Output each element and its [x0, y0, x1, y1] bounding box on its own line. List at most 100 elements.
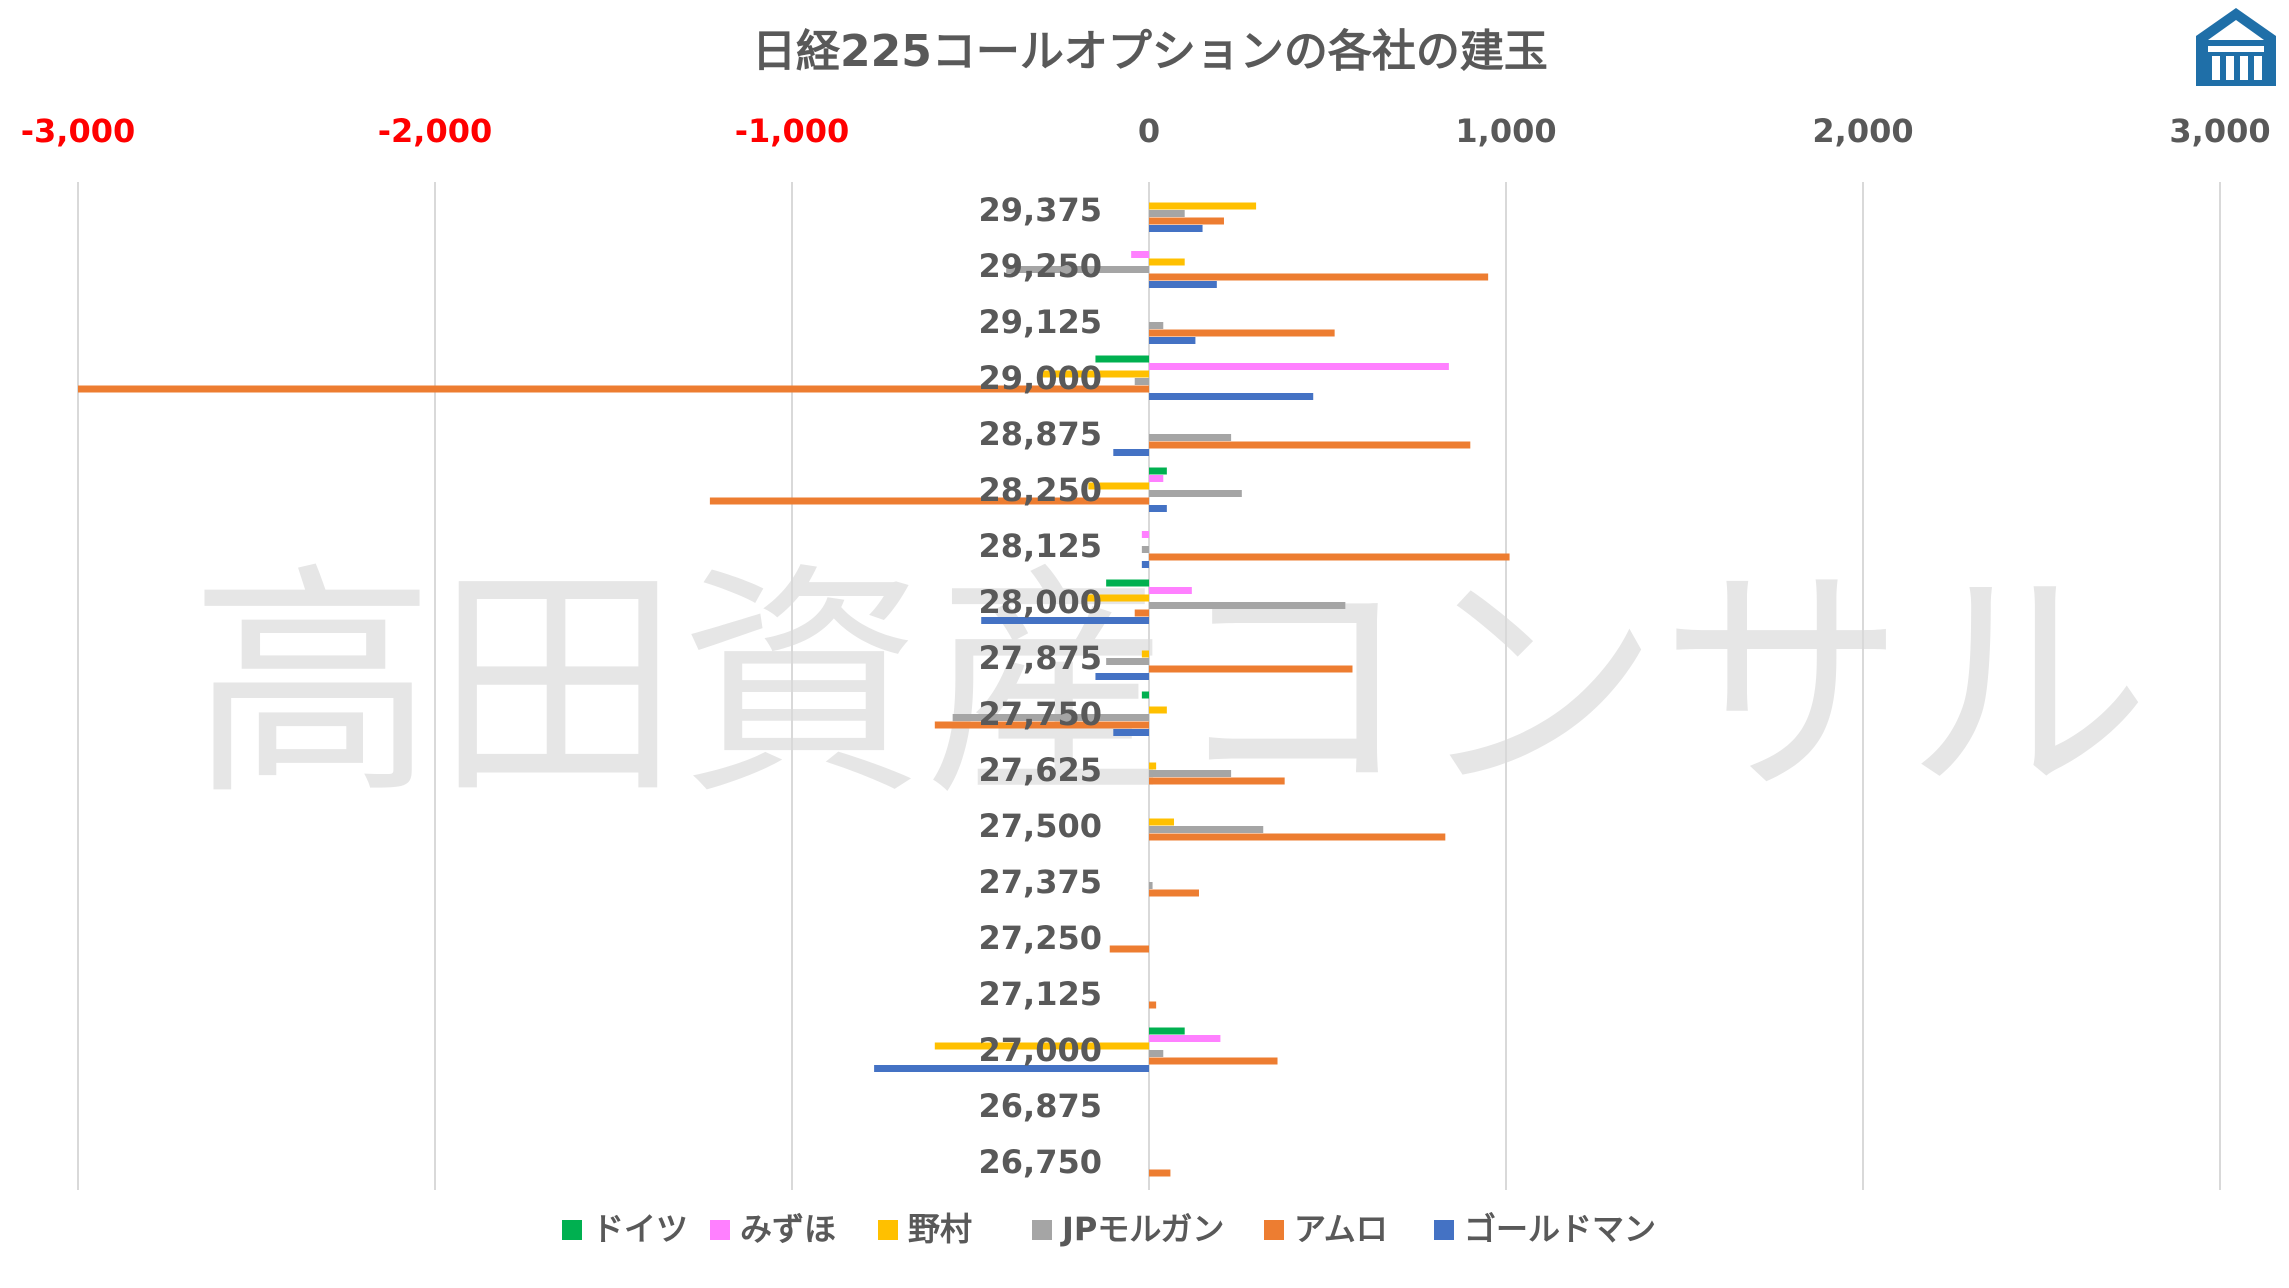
- bar-アムロ: [1149, 1169, 1171, 1177]
- category-label: 27,750: [979, 695, 1102, 733]
- bar-アムロ: [1149, 1057, 1278, 1065]
- bar-アムロ: [78, 385, 1149, 393]
- category-label: 29,250: [979, 247, 1102, 285]
- category-label: 28,875: [979, 415, 1102, 453]
- bar-JPモルガン: [1149, 322, 1164, 329]
- bar-みずほ: [1149, 475, 1164, 482]
- bar-アムロ: [1149, 833, 1446, 841]
- bar-みずほ: [1149, 587, 1192, 594]
- category-label: 27,625: [979, 751, 1102, 789]
- legend-label: アムロ: [1294, 1210, 1388, 1248]
- bar-ドイツ: [1095, 355, 1149, 363]
- bar-ドイツ: [1106, 579, 1149, 587]
- x-tick-label: -1,000: [735, 112, 850, 150]
- bar-アムロ: [1149, 889, 1199, 897]
- legend-swatch: [710, 1220, 730, 1240]
- watermark-text: 高田資産コンサル: [190, 543, 2150, 828]
- category-label: 29,125: [979, 303, 1102, 341]
- bar-野村: [1141, 650, 1149, 658]
- bar-JPモルガン: [1149, 434, 1232, 441]
- bar-アムロ: [1149, 553, 1510, 561]
- category-label: 26,875: [979, 1087, 1102, 1125]
- legend-swatch: [562, 1220, 582, 1240]
- x-tick-label: 0: [1138, 112, 1160, 150]
- category-label: 27,875: [979, 639, 1102, 677]
- category-label: 29,375: [979, 191, 1102, 229]
- bar-アムロ: [1149, 329, 1335, 337]
- bar-ゴールドマン: [1113, 449, 1149, 456]
- bar-JPモルガン: [1149, 490, 1242, 497]
- bar-みずほ: [1149, 1035, 1221, 1042]
- bar-野村: [1084, 594, 1149, 602]
- category-label: 26,750: [979, 1143, 1102, 1181]
- bar-ゴールドマン: [1149, 505, 1167, 512]
- x-tick-label: 1,000: [1455, 112, 1556, 150]
- bar-JPモルガン: [1149, 210, 1185, 217]
- bar-JPモルガン: [952, 714, 1149, 721]
- bar-野村: [1149, 202, 1257, 210]
- bar-ゴールドマン: [1141, 561, 1149, 568]
- bar-JPモルガン: [1006, 266, 1149, 273]
- category-labels: 29,375 29,250 29,125 29,000 28,875 28,250 28,1…: [979, 191, 1102, 1181]
- bar-みずほ: [1141, 531, 1149, 538]
- legend-label: みずほ: [740, 1210, 836, 1248]
- bar-アムロ: [1134, 609, 1149, 617]
- bar-野村: [1149, 258, 1185, 266]
- bar-みずほ: [1131, 251, 1149, 258]
- bar-JPモルガン: [1149, 1050, 1164, 1057]
- bar-アムロ: [1109, 945, 1149, 953]
- bar-ゴールドマン: [1095, 673, 1149, 680]
- x-tick-label: -3,000: [21, 112, 136, 150]
- bar-ゴールドマン: [981, 617, 1149, 624]
- bar-野村: [1149, 818, 1174, 826]
- grid-lines: [77, 182, 2221, 1190]
- bar-ドイツ: [1141, 691, 1149, 699]
- bar-ゴールドマン: [1149, 225, 1203, 232]
- category-label: 28,125: [979, 527, 1102, 565]
- legend-label: 野村: [908, 1210, 972, 1248]
- x-axis-tick-labels: -3,000 -2,000 -1,000 0 1,000 2,000 3,000: [21, 112, 2271, 150]
- legend-swatch: [1264, 1220, 1284, 1240]
- category-label: 27,500: [979, 807, 1102, 845]
- category-label: 27,000: [979, 1031, 1102, 1069]
- bar-野村: [1149, 762, 1157, 770]
- bar-JPモルガン: [1134, 378, 1149, 385]
- bar-JPモルガン: [1149, 882, 1153, 889]
- bar-JPモルガン: [1149, 826, 1264, 833]
- legend-label: ドイツ: [592, 1210, 688, 1248]
- bars: [78, 202, 1510, 1177]
- bar-アムロ: [709, 497, 1149, 505]
- legend-label: ゴールドマン: [1464, 1210, 1656, 1248]
- x-tick-label: 2,000: [1812, 112, 1913, 150]
- legend-swatch: [1032, 1220, 1052, 1240]
- x-tick-label: 3,000: [2169, 112, 2270, 150]
- bar-アムロ: [1149, 217, 1224, 225]
- bar-野村: [1088, 482, 1149, 490]
- bar-ドイツ: [1149, 467, 1167, 475]
- legend-swatch: [1434, 1220, 1454, 1240]
- legend: ドイツ みずほ 野村 JPモルガン アムロ ゴールドマン: [562, 1210, 1656, 1248]
- category-label: 27,125: [979, 975, 1102, 1013]
- bar-JPモルガン: [1149, 602, 1346, 609]
- bar-みずほ: [1149, 363, 1449, 370]
- bar-ゴールドマン: [1113, 729, 1149, 736]
- bar-アムロ: [1149, 665, 1353, 673]
- chart-title: 日経225コールオプションの各社の建玉: [752, 26, 1548, 77]
- bar-ドイツ: [1149, 1027, 1185, 1035]
- category-label: 28,250: [979, 471, 1102, 509]
- bar-アムロ: [1149, 441, 1471, 449]
- category-label: 29,000: [979, 359, 1102, 397]
- building-roof-logo-icon: [2196, 8, 2276, 86]
- category-label: 27,375: [979, 863, 1102, 901]
- bar-アムロ: [1149, 273, 1489, 281]
- bar-野村: [1149, 706, 1167, 714]
- bar-ゴールドマン: [1149, 281, 1217, 288]
- category-label: 27,250: [979, 919, 1102, 957]
- legend-swatch: [878, 1220, 898, 1240]
- x-tick-label: -2,000: [378, 112, 493, 150]
- legend-label: JPモルガン: [1060, 1210, 1224, 1248]
- bar-ゴールドマン: [1149, 393, 1314, 400]
- bar-JPモルガン: [1149, 770, 1232, 777]
- bar-野村: [934, 1042, 1149, 1050]
